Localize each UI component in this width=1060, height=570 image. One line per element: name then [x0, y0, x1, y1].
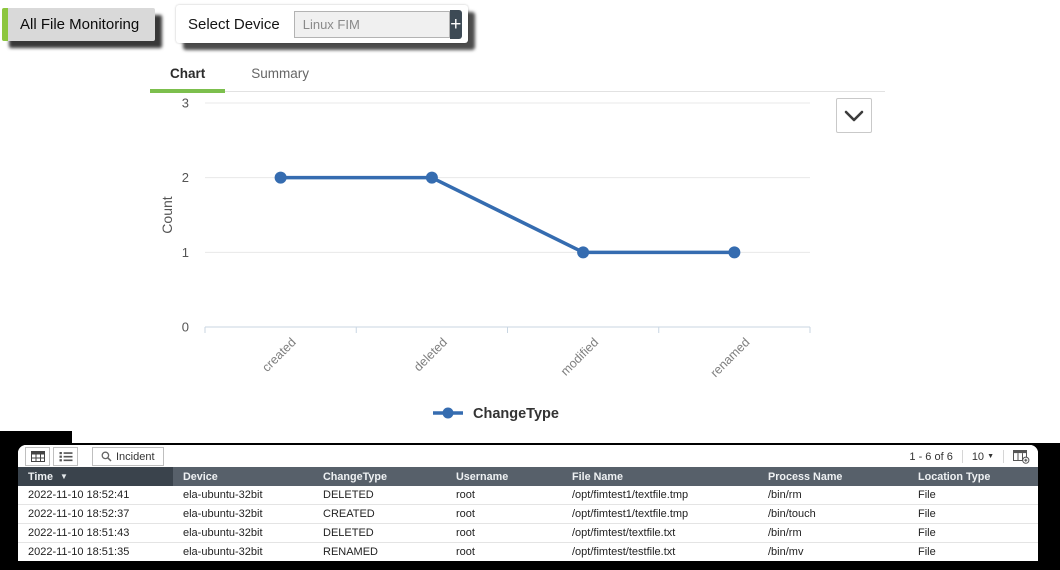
tab-summary[interactable]: Summary [251, 66, 310, 81]
cell-time: 2022-11-10 18:52:37 [28, 508, 130, 520]
table-body: 2022-11-10 18:52:41 ela-ubuntu-32bit DELET… [18, 486, 1038, 561]
cell-username: root [456, 508, 475, 520]
table-export-icon [1013, 449, 1030, 464]
cell-change-type: DELETED [323, 489, 374, 501]
column-header-label: Time [28, 470, 54, 483]
list-icon [59, 452, 72, 462]
y-axis-title: Count [159, 196, 175, 233]
data-point[interactable] [728, 246, 741, 259]
legend-item[interactable]: ChangeType [433, 406, 559, 422]
cell-device: ela-ubuntu-32bit [183, 546, 263, 558]
cell-time: 2022-11-10 18:51:43 [28, 527, 130, 539]
cell-change-type: RENAMED [323, 546, 379, 558]
column-header-changetype[interactable]: ChangeType [323, 470, 387, 483]
cell-username: root [456, 527, 475, 539]
legend-marker-dot [442, 407, 454, 419]
cell-time: 2022-11-10 18:51:35 [28, 546, 130, 558]
add-device-button[interactable]: + [449, 9, 462, 39]
y-tick-label: 1 [182, 245, 189, 260]
select-device-card: Select Device + [176, 5, 468, 43]
cell-device: ela-ubuntu-32bit [183, 508, 263, 520]
cell-file-name: /opt/fimtest1/textfile.tmp [572, 489, 689, 501]
x-category-label: modified [558, 335, 601, 378]
view-tabs: Chart Summary [150, 60, 885, 93]
incident-button[interactable]: Incident [92, 447, 164, 466]
table-header-row: Time ▼ Device ChangeType Username File N… [18, 467, 1038, 486]
column-header-locationtype[interactable]: Location Type [918, 470, 991, 483]
cell-change-type: DELETED [323, 527, 374, 539]
data-point[interactable] [425, 171, 438, 184]
cell-location-type: File [918, 546, 936, 558]
cell-location-type: File [918, 489, 936, 501]
cell-device: ela-ubuntu-32bit [183, 489, 263, 501]
pagination-range: 1 - 6 of 6 [909, 450, 953, 463]
table-row[interactable]: 2022-11-10 18:51:35 ela-ubuntu-32bit RENAM… [18, 543, 1038, 561]
results-window-frame: Incident 1 - 6 of 6 10 ▼ [0, 431, 1060, 570]
cell-username: root [456, 546, 475, 558]
cell-username: root [456, 489, 475, 501]
column-header-filename[interactable]: File Name [572, 470, 624, 483]
table-row[interactable]: 2022-11-10 18:51:43 ela-ubuntu-32bit DELET… [18, 524, 1038, 543]
table-row[interactable]: 2022-11-10 18:52:41 ela-ubuntu-32bit DELET… [18, 486, 1038, 505]
data-point[interactable] [274, 171, 287, 184]
cell-location-type: File [918, 508, 936, 520]
column-header-device[interactable]: Device [183, 470, 218, 483]
table-toolbar: Incident 1 - 6 of 6 10 ▼ [18, 445, 1038, 467]
caret-down-icon: ▼ [987, 453, 994, 460]
table-grid-icon [30, 451, 45, 462]
column-header-username[interactable]: Username [456, 470, 509, 483]
table-row[interactable]: 2022-11-10 18:52:37 ela-ubuntu-32bit CREAT… [18, 505, 1038, 524]
page-size-value: 10 [971, 450, 985, 463]
cell-file-name: /opt/fimtest/testfile.txt [572, 546, 676, 558]
x-category-label: deleted [411, 335, 450, 374]
x-category-label: renamed [708, 335, 753, 380]
cell-device: ela-ubuntu-32bit [183, 527, 263, 539]
cell-file-name: /opt/fimtest1/textfile.tmp [572, 508, 689, 520]
toolbar-divider [961, 450, 963, 463]
y-tick-label: 0 [182, 320, 189, 335]
column-header-time[interactable]: Time ▼ [18, 467, 173, 486]
y-tick-label: 3 [182, 96, 189, 111]
legend-label: ChangeType [473, 406, 559, 422]
grid-view-button[interactable] [25, 447, 50, 466]
cell-location-type: File [918, 527, 936, 539]
x-category-label: created [259, 335, 298, 374]
device-input[interactable] [293, 10, 450, 38]
page-size-select[interactable]: 10 ▼ [972, 451, 994, 463]
series-line [280, 175, 735, 255]
incident-button-label: Incident [116, 450, 155, 463]
sort-desc-icon: ▼ [60, 472, 68, 481]
cell-time: 2022-11-10 18:52:41 [28, 489, 130, 501]
cell-change-type: CREATED [323, 508, 375, 520]
tab-chart[interactable]: Chart [150, 60, 226, 93]
collapse-chart-button[interactable] [836, 98, 872, 133]
changetype-line-chart: 0 1 2 3 Count created deleted modified renamed Ch… [159, 96, 811, 422]
cell-process-name: /bin/rm [768, 527, 802, 539]
list-view-button[interactable] [53, 447, 78, 466]
toolbar-divider [1003, 450, 1004, 463]
column-header-processname[interactable]: Process Name [768, 470, 843, 483]
cell-process-name: /bin/mv [768, 546, 804, 558]
incident-search-icon [101, 451, 112, 462]
results-panel: Incident 1 - 6 of 6 10 ▼ [18, 445, 1038, 561]
cell-process-name: /bin/touch [768, 508, 816, 520]
frame-notch [0, 431, 72, 443]
chevron-down-icon [844, 110, 864, 121]
nav-chip-all-file-monitoring[interactable]: All File Monitoring [2, 8, 156, 41]
data-point[interactable] [577, 246, 590, 259]
cell-process-name: /bin/rm [768, 489, 802, 501]
y-tick-label: 2 [182, 170, 189, 185]
cell-file-name: /opt/fimtest/textfile.txt [572, 527, 676, 539]
select-device-label: Select Device [188, 15, 280, 33]
tabs-divider [150, 91, 885, 92]
table-options-button[interactable] [1013, 449, 1030, 464]
